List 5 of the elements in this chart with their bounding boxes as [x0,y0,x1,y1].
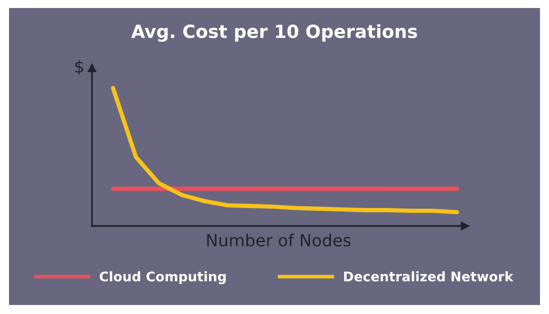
x-axis-title: Number of Nodes [207,234,351,247]
chart-title: Avg. Cost per 10 Operations [131,24,417,42]
legend-label: Decentralized Network [344,271,514,282]
y-axis-title: $ [75,60,84,76]
legend-label: Cloud Computing [100,271,226,284]
